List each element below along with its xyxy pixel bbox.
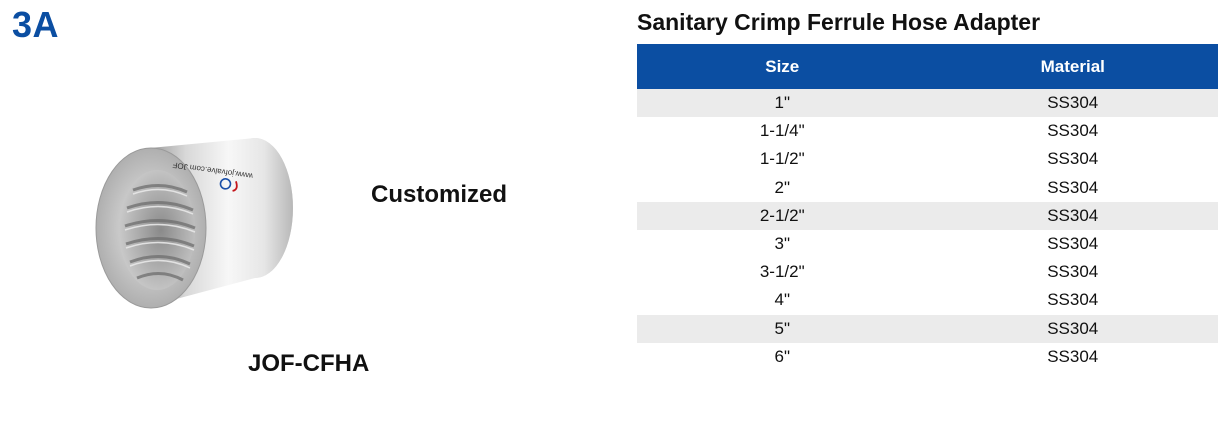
- table-row: 1-1/4" SS304: [637, 117, 1218, 145]
- header-material: Material: [927, 44, 1218, 89]
- cell-size: 2": [774, 177, 791, 197]
- cell-size: 6": [774, 346, 791, 366]
- table-row: 6" SS304: [637, 343, 1218, 371]
- cell-material: SS304: [1047, 346, 1099, 366]
- ferrule-product-image: www.jofvalve.com JOF: [95, 128, 300, 313]
- cell-size: 3-1/2": [759, 262, 805, 282]
- table-row: 2" SS304: [637, 174, 1218, 202]
- table-body: 1" SS304 1-1/4" SS304 1-1/2" SS304 2" SS304 2-1/…: [637, 89, 1218, 371]
- cell-material: SS304: [1047, 121, 1099, 141]
- table-row: 2-1/2" SS304: [637, 201, 1218, 230]
- table-row: 3" SS304: [637, 230, 1218, 258]
- cell-material: SS304: [1047, 290, 1099, 310]
- cell-material: SS304: [927, 89, 1218, 118]
- table-row: 1-1/2" SS304: [637, 145, 1218, 173]
- table-row: 1" SS304: [637, 89, 1218, 118]
- table-row: 5" SS304: [637, 314, 1218, 343]
- cell-size: 1": [637, 89, 928, 118]
- cell-material: SS304: [927, 201, 1218, 230]
- spec-table: Size Material 1" SS304 1-1/4" SS304 1-1/2" SS…: [637, 44, 1218, 371]
- header-size: Size: [637, 44, 928, 89]
- cell-material: SS304: [1047, 177, 1099, 197]
- customized-label: Customized: [371, 181, 508, 208]
- cell-material: SS304: [1047, 262, 1099, 282]
- ferrule-illustration: www.jofvalve.com JOF: [95, 138, 293, 309]
- table-header-row: Size Material: [637, 44, 1218, 89]
- cell-size: 1-1/2": [759, 149, 805, 169]
- cell-size: 3": [774, 234, 791, 254]
- cell-material: SS304: [1047, 234, 1099, 254]
- cell-size: 1-1/4": [759, 121, 805, 141]
- table-row: 3-1/2" SS304: [637, 258, 1218, 286]
- model-code: JOF-CFHA: [248, 350, 370, 377]
- table-title: Sanitary Crimp Ferrule Hose Adapter: [637, 9, 1041, 35]
- cell-size: 4": [774, 290, 791, 310]
- table-row: 4" SS304: [637, 286, 1218, 314]
- cell-size: 2-1/2": [637, 201, 928, 230]
- cell-material: SS304: [927, 314, 1218, 343]
- cell-size: 5": [637, 314, 928, 343]
- standard-badge: 3A: [12, 4, 60, 45]
- cell-material: SS304: [1047, 149, 1099, 169]
